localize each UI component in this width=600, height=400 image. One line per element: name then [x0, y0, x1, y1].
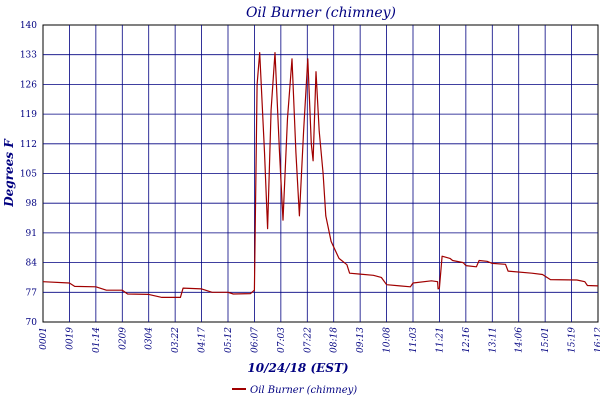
y-tick-label: 119: [20, 110, 37, 120]
x-tick-label: 16:12: [594, 327, 600, 353]
x-tick-label: 12:16: [462, 327, 472, 353]
x-tick-label: 0304: [145, 327, 155, 350]
legend-label: Oil Burner (chimney): [250, 385, 357, 396]
x-tick-label: 15:01: [541, 327, 551, 353]
x-axis-label: 10/24/18 (EST): [247, 361, 348, 375]
x-tick-label: 0209: [118, 327, 128, 350]
y-tick-label: 140: [20, 21, 37, 31]
x-tick-label: 10:08: [383, 327, 393, 353]
y-tick-label: 126: [20, 80, 37, 90]
y-tick-label: 98: [26, 199, 38, 209]
series-layer: [42, 51, 599, 298]
x-tick-label: 0001: [39, 327, 49, 350]
y-axis-label: Degrees F: [2, 138, 16, 208]
x-tick-label: 15:19: [568, 327, 578, 353]
chart-title: Oil Burner (chimney): [246, 5, 396, 21]
gridlines: [43, 25, 598, 322]
legend: Oil Burner (chimney): [232, 385, 357, 396]
y-tick-label: 70: [26, 318, 38, 328]
x-tick-label: 08:18: [330, 327, 340, 353]
y-tick-labels: 70 77 84 91 98 105 112 119 126 133 140: [20, 21, 37, 328]
x-tick-label: 11:03: [409, 327, 419, 353]
y-tick-label: 105: [20, 170, 37, 180]
y-tick-label: 77: [26, 288, 38, 298]
x-tick-label: 07:03: [277, 327, 287, 353]
y-tick-label: 133: [20, 51, 37, 61]
x-tick-label: 06:07: [250, 327, 260, 353]
x-tick-label: 09:13: [356, 327, 366, 353]
x-tick-label: 01:14: [92, 327, 102, 353]
x-tick-label: 11:21: [435, 327, 445, 353]
x-tick-label: 13:11: [488, 327, 498, 353]
y-tick-label: 84: [26, 259, 38, 269]
y-tick-label: 112: [20, 140, 37, 150]
series-line: [42, 51, 599, 298]
x-tick-label: 07:22: [303, 327, 313, 353]
x-tick-label: 0019: [65, 327, 75, 350]
x-tick-label: 14:06: [515, 327, 525, 353]
x-tick-label: 03:22: [171, 327, 181, 353]
x-tick-label: 05:12: [224, 327, 234, 353]
x-tick-label: 04:17: [198, 327, 208, 353]
y-tick-label: 91: [26, 229, 37, 239]
x-tick-labels: 0001 0019 01:14 0209 0304 03:22 04:17 05:12 06:0…: [39, 327, 600, 353]
